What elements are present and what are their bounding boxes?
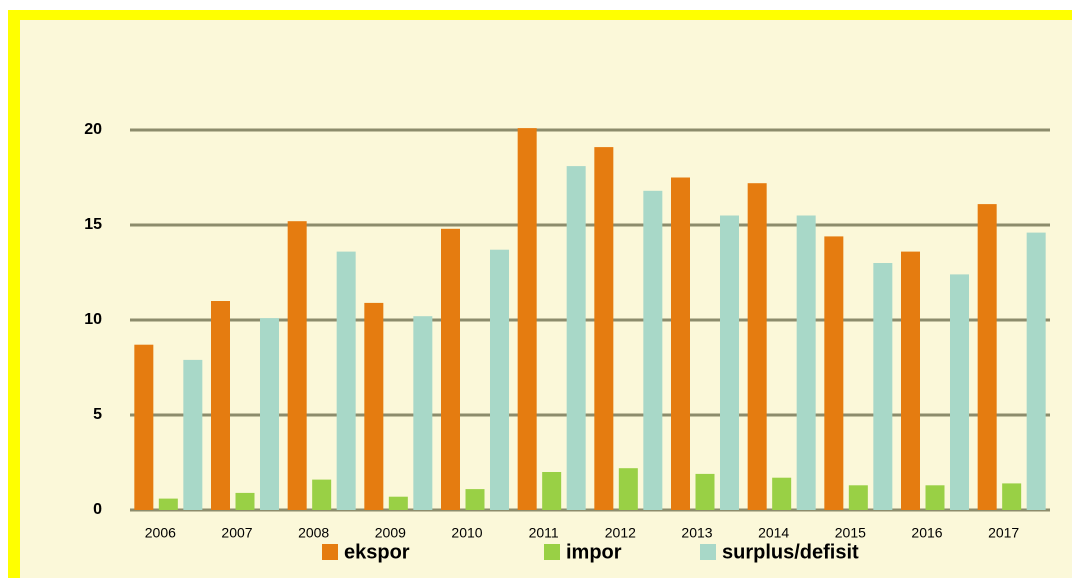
bar <box>465 489 485 510</box>
bar <box>772 477 792 510</box>
bar <box>618 468 638 510</box>
y-tick-label: 20 <box>84 121 102 138</box>
bar <box>566 166 586 510</box>
bar <box>925 485 945 510</box>
x-tick-label: 2008 <box>298 525 329 541</box>
x-tick-label: 2015 <box>835 525 866 541</box>
x-tick-label: 2013 <box>681 525 712 541</box>
bar <box>901 251 920 510</box>
bar <box>643 190 663 511</box>
bar <box>747 183 767 510</box>
bar <box>848 485 868 510</box>
bar <box>542 472 562 510</box>
bar <box>977 204 997 510</box>
bar <box>211 301 230 510</box>
bar <box>873 263 893 510</box>
bar <box>287 221 307 510</box>
legend-swatch <box>544 544 560 560</box>
bar <box>824 236 844 510</box>
bar <box>260 318 279 510</box>
x-tick-label: 2010 <box>451 525 482 541</box>
bar <box>720 215 739 510</box>
bar <box>517 128 537 510</box>
bar <box>235 492 255 510</box>
legend-label: ekspor <box>344 541 410 563</box>
x-tick-label: 2007 <box>221 525 252 541</box>
x-tick-label: 2014 <box>758 525 789 541</box>
y-tick-label: 15 <box>84 216 102 233</box>
bar <box>312 479 332 510</box>
bar <box>413 316 433 510</box>
bar <box>336 251 356 510</box>
bar <box>490 249 509 510</box>
y-tick-label: 5 <box>93 406 102 423</box>
bar <box>594 147 614 510</box>
bar <box>441 228 460 511</box>
y-tick-label: 0 <box>93 501 102 518</box>
bar <box>796 215 816 510</box>
legend-swatch <box>700 544 716 560</box>
y-tick-label: 10 <box>84 311 102 328</box>
x-tick-label: 2016 <box>911 525 942 541</box>
legend-label: impor <box>566 541 622 563</box>
x-tick-label: 2011 <box>529 525 559 541</box>
bar <box>950 274 969 510</box>
legend-label: surplus/defisit <box>722 541 859 563</box>
x-tick-label: 2012 <box>605 525 636 541</box>
bar <box>158 498 178 510</box>
legend-swatch <box>322 544 338 560</box>
bar <box>671 177 690 510</box>
bar <box>1002 483 1022 510</box>
x-tick-label: 2009 <box>375 525 406 541</box>
bar <box>183 359 203 510</box>
bar <box>388 496 408 510</box>
x-tick-label: 2006 <box>145 525 176 541</box>
bar <box>364 302 384 510</box>
bar <box>1026 232 1046 510</box>
bar <box>695 473 715 510</box>
x-tick-label: 2017 <box>988 525 1019 541</box>
bar <box>134 344 154 510</box>
